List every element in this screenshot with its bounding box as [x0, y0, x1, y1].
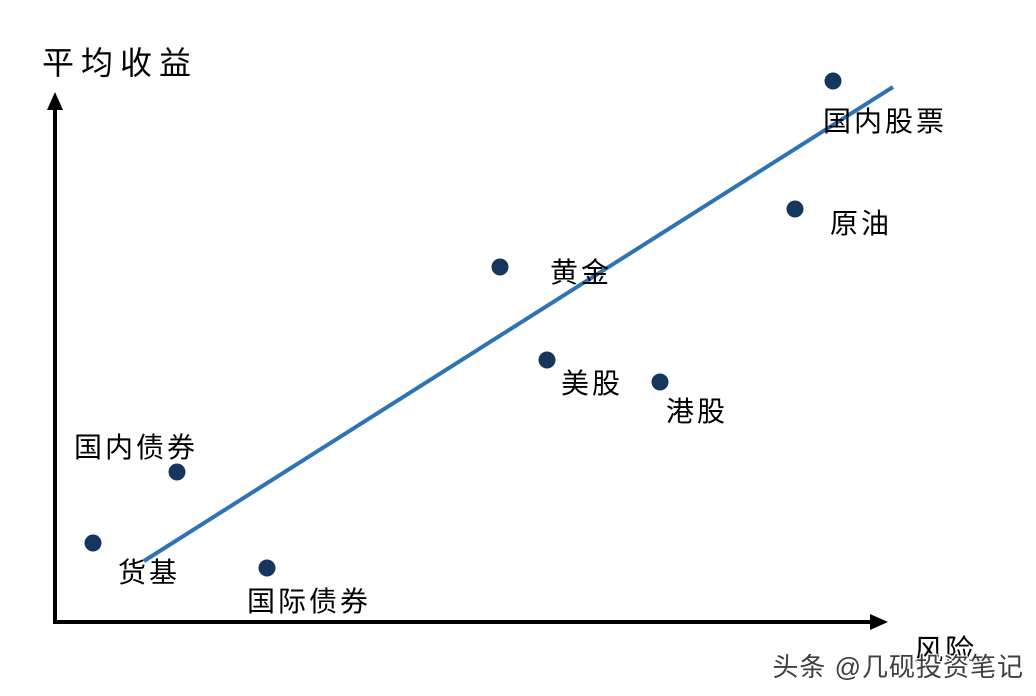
- y-axis-arrowhead-icon: [47, 92, 63, 110]
- x-axis-label: 风险: [914, 635, 977, 667]
- trend-line: [142, 85, 895, 563]
- y-axis-label: 平均收益: [42, 45, 199, 81]
- data-point-label: 国内债券: [73, 432, 199, 463]
- data-point-label: 国内股票: [822, 106, 948, 137]
- data-point-dot: [651, 373, 669, 391]
- data-point-label: 国际债券: [246, 586, 372, 617]
- x-axis-arrowhead-icon: [870, 614, 888, 630]
- data-point-dot: [258, 559, 276, 577]
- data-point-label: 港股: [665, 396, 729, 427]
- data-point-label: 黄金: [549, 257, 613, 288]
- data-point-dot: [84, 534, 102, 552]
- data-point-dot: [786, 200, 804, 218]
- data-point-dot: [824, 72, 842, 90]
- data-point-label: 美股: [560, 368, 624, 399]
- watermark: 头条 @几砚投资笔记: [772, 652, 1024, 682]
- data-point-dot: [168, 463, 186, 481]
- data-point-label: 货基: [117, 557, 181, 588]
- data-point-label: 原油: [829, 208, 893, 239]
- data-point-dot: [491, 258, 509, 276]
- data-point-dot: [538, 351, 556, 369]
